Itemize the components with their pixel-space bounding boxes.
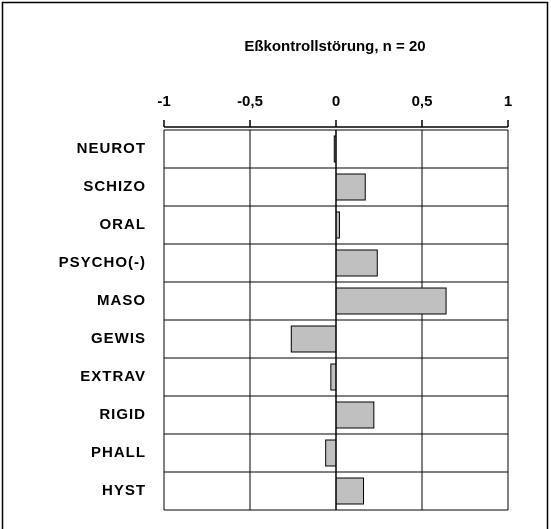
bar	[330, 363, 337, 391]
y-tick-label: PSYCHO(-)	[59, 254, 146, 271]
x-tick-label: 0	[332, 93, 340, 110]
y-tick-label: HYST	[102, 482, 146, 499]
x-tick-label: 1	[504, 93, 512, 110]
chart-title: Eßkontrollstörung, n = 20	[244, 38, 425, 55]
y-tick-label: PHALL	[91, 444, 146, 461]
bar	[335, 477, 365, 505]
bar	[335, 401, 375, 429]
y-tick-label: EXTRAV	[80, 368, 146, 385]
bar	[335, 173, 366, 201]
y-tick-label: RIGID	[99, 406, 146, 423]
y-tick-label: SCHIZO	[83, 178, 146, 195]
x-tick-label: -0,5	[237, 93, 263, 110]
y-tick-label: NEUROT	[77, 140, 146, 157]
y-tick-label: ORAL	[100, 216, 147, 233]
bar	[335, 249, 378, 277]
y-tick-label: GEWIS	[91, 330, 146, 347]
x-tick-label: -1	[157, 93, 170, 110]
bar	[290, 325, 337, 353]
x-tick-label: 0,5	[412, 93, 433, 110]
bar	[335, 287, 447, 315]
bar	[325, 439, 337, 467]
y-tick-label: MASO	[97, 292, 146, 309]
